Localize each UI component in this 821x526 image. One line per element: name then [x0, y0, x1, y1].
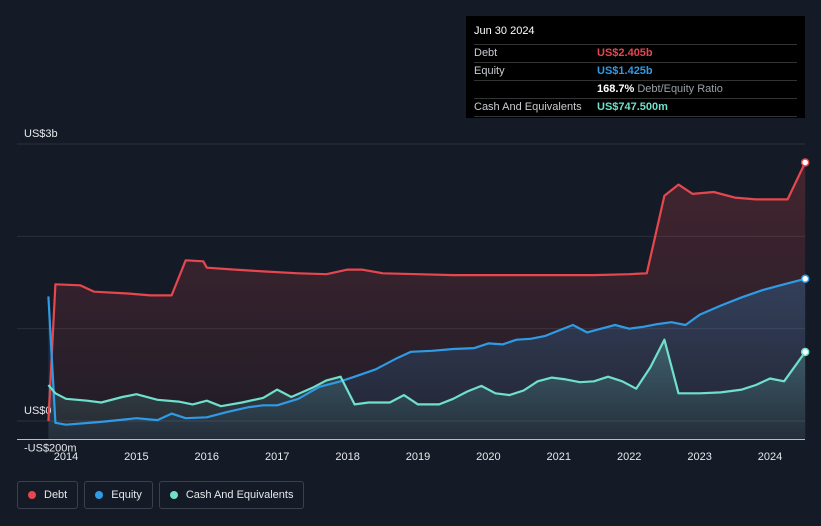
x-tick-label: 2022	[617, 451, 641, 463]
x-tick-label: 2023	[687, 451, 711, 463]
tooltip-equity-value: US$1.425b	[597, 65, 653, 77]
tooltip-ratio-value: 168.7%	[597, 83, 635, 95]
series-line-cash-and-equivalents	[47, 338, 807, 408]
y-tick-label: US$3b	[24, 128, 58, 140]
legend-item-cash[interactable]: Cash And Equivalents	[158, 481, 305, 509]
tooltip-debt-label: Debt	[474, 47, 498, 59]
tooltip-ratio-suffix: Debt/Equity Ratio	[637, 83, 723, 95]
series-endpoint-debt	[800, 158, 810, 167]
x-tick-label: 2024	[758, 451, 782, 463]
tooltip-panel: Jun 30 2024 Debt US$2.405b Equity US$1.4…	[466, 16, 805, 118]
x-tick-label: 2015	[124, 451, 148, 463]
tooltip-row-debt: Debt US$2.405b	[474, 45, 797, 63]
x-tick-label: 2017	[265, 451, 289, 463]
legend-label-equity: Equity	[111, 489, 142, 501]
legend-dot-equity	[95, 491, 104, 499]
tooltip-equity-label: Equity	[474, 65, 505, 77]
series-line-equity	[47, 277, 806, 426]
x-tick-label: 2021	[547, 451, 571, 463]
series-endpoint-equity	[800, 274, 810, 284]
x-tick-label: 2019	[406, 451, 430, 463]
legend-dot-debt	[28, 491, 36, 499]
legend-item-equity[interactable]: Equity	[84, 481, 153, 509]
legend-dot-cash	[169, 491, 178, 499]
series-line-debt	[47, 162, 807, 422]
legend-item-debt[interactable]: Debt	[17, 481, 79, 509]
series-endpoint-cash-and-equivalents	[800, 347, 810, 357]
chart-legend: Debt Equity Cash And Equivalents	[17, 481, 305, 509]
legend-label-debt: Debt	[44, 489, 68, 501]
tooltip-row-cash: Cash And Equivalents US$747.500m	[474, 99, 797, 117]
x-tick-label: 2016	[195, 451, 219, 463]
tooltip-cash-label: Cash And Equivalents	[474, 101, 582, 113]
tooltip-date: Jun 30 2024	[474, 24, 797, 45]
y-tick-label: US$0	[24, 405, 52, 417]
y-tick-label: -US$200m	[24, 442, 77, 454]
x-tick-label: 2018	[335, 451, 359, 463]
x-tick-label: 2020	[476, 451, 500, 463]
tooltip-row-ratio: 168.7% Debt/Equity Ratio	[474, 81, 797, 99]
legend-label-cash: Cash And Equivalents	[185, 489, 294, 501]
tooltip-ratio-label	[474, 81, 597, 98]
series-area-cash-and-equivalents	[48, 339, 806, 440]
tooltip-cash-value: US$747.500m	[597, 101, 668, 113]
x-tick-label: 2014	[54, 451, 78, 463]
tooltip-debt-value: US$2.405b	[597, 47, 653, 59]
tooltip-row-equity: Equity US$1.425b	[474, 63, 797, 81]
